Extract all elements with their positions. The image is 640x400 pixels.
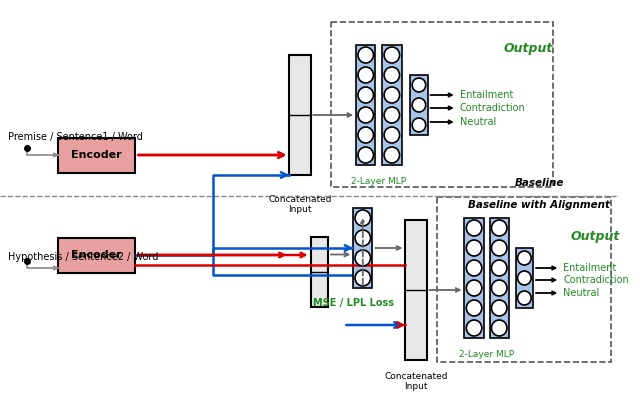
Text: Contradiction: Contradiction <box>563 275 629 285</box>
Circle shape <box>412 78 426 92</box>
Circle shape <box>384 127 399 143</box>
Bar <box>382 45 401 165</box>
Text: Hypothesis / Sentence2 / Word: Hypothesis / Sentence2 / Word <box>8 252 158 262</box>
Circle shape <box>355 250 371 266</box>
Bar <box>490 218 509 338</box>
Circle shape <box>384 67 399 83</box>
Circle shape <box>467 280 482 296</box>
Circle shape <box>467 240 482 256</box>
Text: Baseline with Alignment: Baseline with Alignment <box>468 200 609 210</box>
Text: Neutral: Neutral <box>460 117 496 127</box>
Circle shape <box>412 118 426 132</box>
Circle shape <box>384 47 399 63</box>
Bar <box>310 237 328 307</box>
Text: Neutral: Neutral <box>563 288 599 298</box>
Bar <box>465 218 484 338</box>
Bar <box>331 22 554 187</box>
Bar <box>405 220 427 360</box>
Bar <box>58 138 136 172</box>
Text: Encoder: Encoder <box>72 150 122 160</box>
Text: Baseline: Baseline <box>515 178 564 188</box>
Bar <box>356 45 376 165</box>
Bar <box>353 208 372 288</box>
Circle shape <box>492 240 507 256</box>
Circle shape <box>492 280 507 296</box>
Circle shape <box>492 320 507 336</box>
Circle shape <box>358 47 374 63</box>
Circle shape <box>492 220 507 236</box>
Circle shape <box>467 300 482 316</box>
Circle shape <box>467 320 482 336</box>
Text: Entailment: Entailment <box>460 90 513 100</box>
Circle shape <box>467 220 482 236</box>
Circle shape <box>355 210 371 226</box>
Circle shape <box>384 87 399 103</box>
Text: 2-Layer MLP: 2-Layer MLP <box>351 177 406 186</box>
Bar <box>289 55 310 175</box>
Text: Encoder: Encoder <box>72 250 122 260</box>
Circle shape <box>358 107 374 123</box>
Circle shape <box>518 291 531 305</box>
Bar <box>58 238 136 272</box>
Text: Output: Output <box>503 42 552 55</box>
Circle shape <box>384 147 399 163</box>
Circle shape <box>492 260 507 276</box>
Bar <box>516 248 533 308</box>
Circle shape <box>492 300 507 316</box>
Bar <box>410 75 428 135</box>
Text: Premise / Sentence1 / Word: Premise / Sentence1 / Word <box>8 132 143 142</box>
Bar <box>437 197 611 362</box>
Text: Entailment: Entailment <box>563 263 616 273</box>
Circle shape <box>355 270 371 286</box>
Circle shape <box>518 271 531 285</box>
Text: MSE / LPL Loss: MSE / LPL Loss <box>312 298 394 308</box>
Circle shape <box>412 98 426 112</box>
Circle shape <box>358 147 374 163</box>
Text: Output: Output <box>571 230 620 243</box>
Circle shape <box>467 260 482 276</box>
Circle shape <box>358 67 374 83</box>
Circle shape <box>358 87 374 103</box>
Text: 2-Layer MLP: 2-Layer MLP <box>459 350 514 359</box>
Text: Concatenated
Input: Concatenated Input <box>384 372 448 391</box>
Circle shape <box>358 127 374 143</box>
Circle shape <box>518 251 531 265</box>
Text: Contradiction: Contradiction <box>460 103 525 113</box>
Text: Concatenated
Input: Concatenated Input <box>268 195 332 214</box>
Circle shape <box>355 230 371 246</box>
Circle shape <box>384 107 399 123</box>
